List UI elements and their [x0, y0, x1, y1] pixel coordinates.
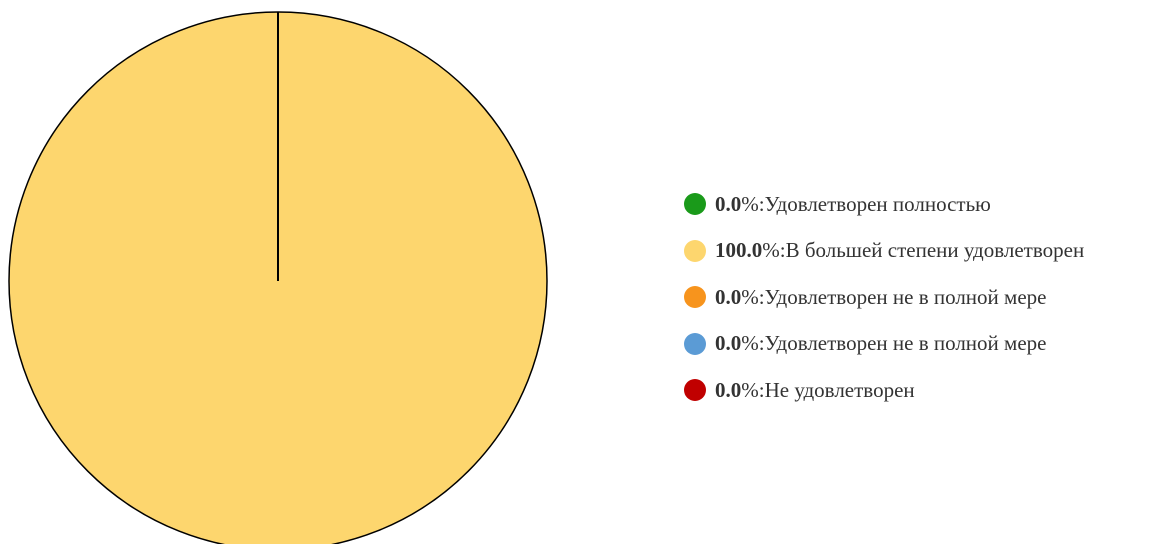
legend-item: 0.0%: Удовлетворен не в полной мере — [684, 321, 1084, 368]
legend-value: 100.0 — [715, 238, 763, 263]
legend-label: Удовлетворен полностью — [764, 191, 991, 216]
legend-separator: %: — [741, 284, 765, 309]
legend-value: 0.0 — [715, 377, 742, 402]
legend-separator: %: — [741, 377, 765, 402]
legend-label: Удовлетворен не в полной мере — [764, 284, 1047, 309]
legend-label: Удовлетворен не в полной мере — [764, 331, 1047, 356]
legend-separator: %: — [741, 331, 765, 356]
legend-separator: %: — [741, 191, 765, 216]
chart-legend: 0.0%: Удовлетворен полностью 100.0%: В бо… — [684, 181, 1084, 414]
legend-label: Не удовлетворен — [764, 377, 915, 402]
legend-value: 0.0 — [715, 331, 742, 356]
legend-item: 0.0%: Не удовлетворен — [684, 367, 1084, 414]
legend-swatch — [684, 286, 706, 309]
legend-swatch — [684, 332, 706, 355]
legend-swatch — [684, 193, 706, 216]
legend-value: 0.0 — [715, 191, 742, 216]
legend-separator: %: — [762, 238, 786, 263]
legend-value: 0.0 — [715, 284, 742, 309]
legend-swatch — [684, 379, 706, 402]
legend-label: В большей степени удовлетворен — [785, 238, 1085, 263]
legend-item: 0.0%: Удовлетворен полностью — [684, 181, 1084, 228]
legend-item: 0.0%: Удовлетворен не в полной мере — [684, 274, 1084, 321]
legend-swatch — [684, 239, 706, 262]
legend-item: 100.0%: В большей степени удовлетворен — [684, 228, 1084, 275]
